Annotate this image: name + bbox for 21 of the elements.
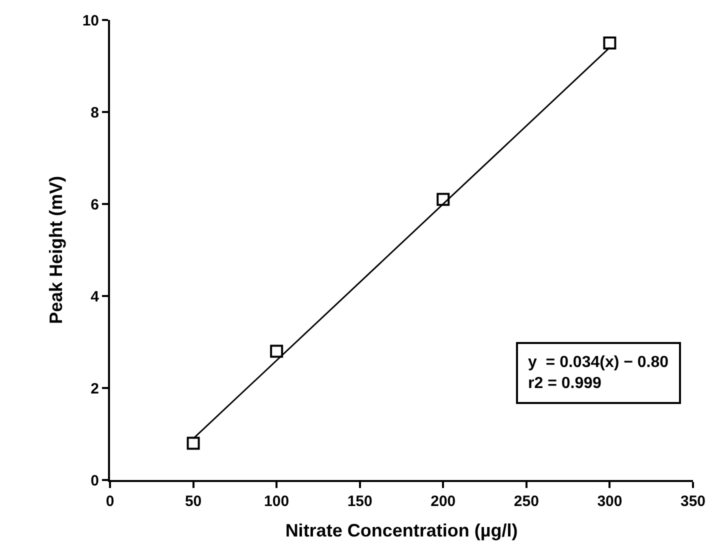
x-tick-label: 0 xyxy=(106,493,114,510)
y-axis-title: Peak Height (mV) xyxy=(46,176,66,324)
y-tick-label: 0 xyxy=(90,472,99,490)
x-tick-label: 300 xyxy=(597,493,622,510)
y-tick-label: 10 xyxy=(82,12,99,30)
x-tick-label: 350 xyxy=(680,493,706,510)
x-axis-title: Nitrate Concentration (µg/l) xyxy=(285,520,518,541)
point xyxy=(436,192,450,206)
point xyxy=(270,344,284,358)
point xyxy=(603,36,616,50)
x-tick-label: 50 xyxy=(184,493,202,510)
y-tick-label: 8 xyxy=(90,104,99,122)
y-tick-label: 6 xyxy=(90,196,99,214)
x-tick-label: 200 xyxy=(430,493,456,510)
y-tick-label: 4 xyxy=(90,288,100,306)
x-tick-label: 100 xyxy=(264,493,290,510)
x-tick-label: 150 xyxy=(347,493,372,510)
point xyxy=(186,436,200,450)
y-tick-label: 2 xyxy=(90,380,99,398)
annotation: y = 0.034(x) − 0.80 r2 = 0.999 xyxy=(528,354,669,392)
x-tick-label: 250 xyxy=(514,493,539,510)
